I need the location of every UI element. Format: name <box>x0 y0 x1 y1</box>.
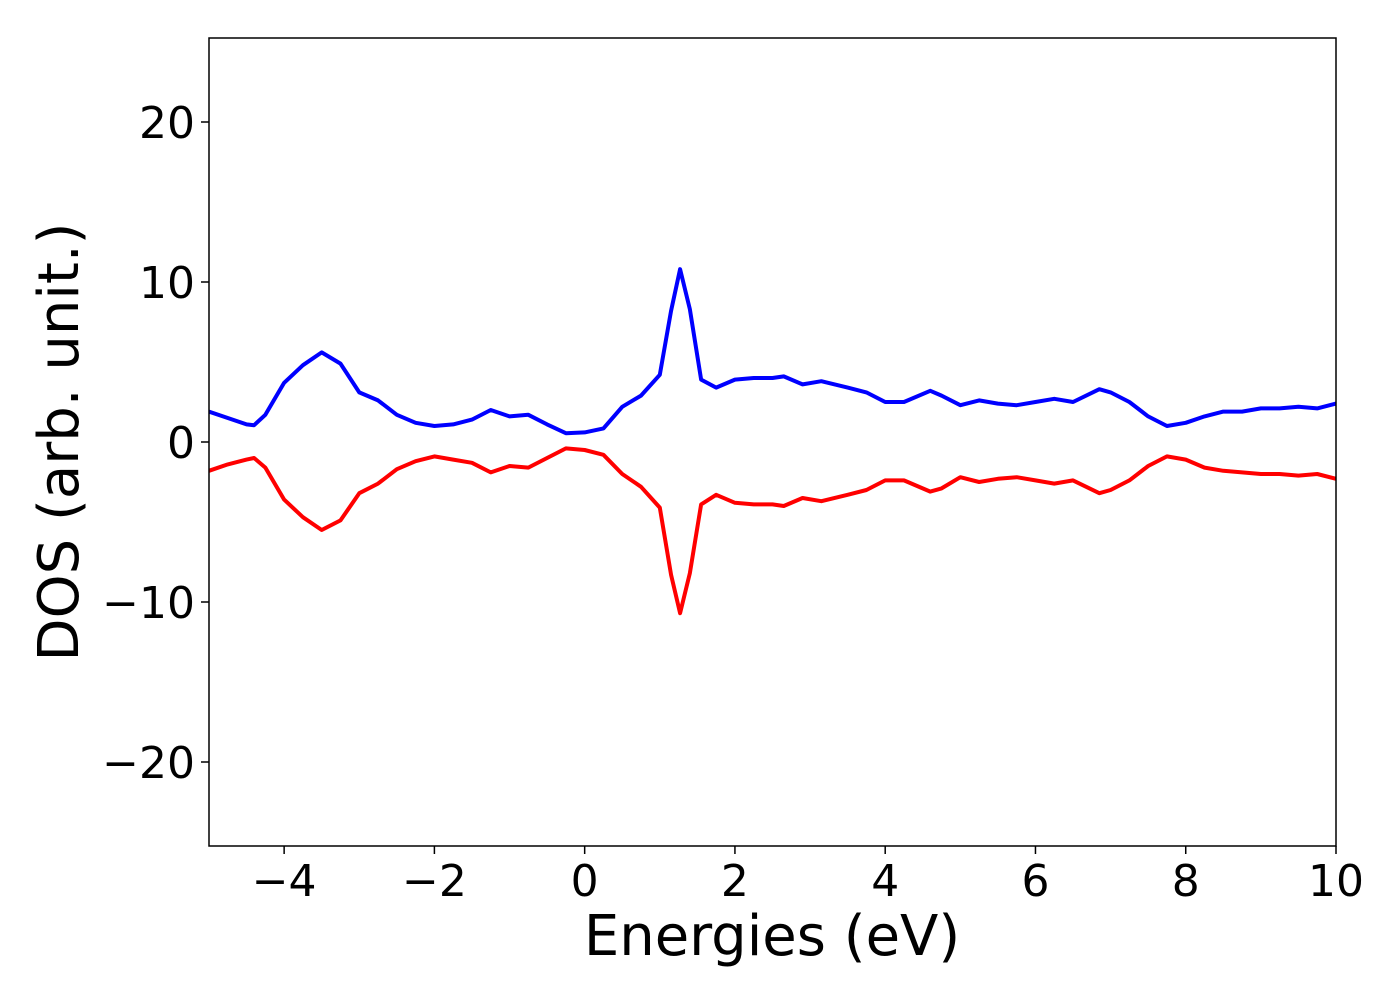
x-tick-label: 4 <box>871 856 899 907</box>
x-tick-label: 6 <box>1021 856 1049 907</box>
y-tick-label: 20 <box>139 98 195 149</box>
x-tick-label: 10 <box>1308 856 1364 907</box>
series-line <box>209 267 1336 436</box>
plot-frame <box>208 37 1337 847</box>
x-tick-label: 0 <box>571 856 599 907</box>
x-tick-label: 2 <box>721 856 749 907</box>
y-tick-label: 10 <box>139 258 195 309</box>
x-tick-label: −4 <box>252 856 317 907</box>
y-tick-label: −20 <box>102 738 195 789</box>
series-line <box>209 446 1336 616</box>
y-tick-label: 0 <box>167 418 195 469</box>
y-axis-label: DOS (arb. unit.) <box>27 222 92 661</box>
y-tick-label: −10 <box>102 578 195 629</box>
x-tick-label: −2 <box>402 856 467 907</box>
x-axis-label: Energies (eV) <box>584 904 960 969</box>
x-tick-label: 8 <box>1172 856 1200 907</box>
